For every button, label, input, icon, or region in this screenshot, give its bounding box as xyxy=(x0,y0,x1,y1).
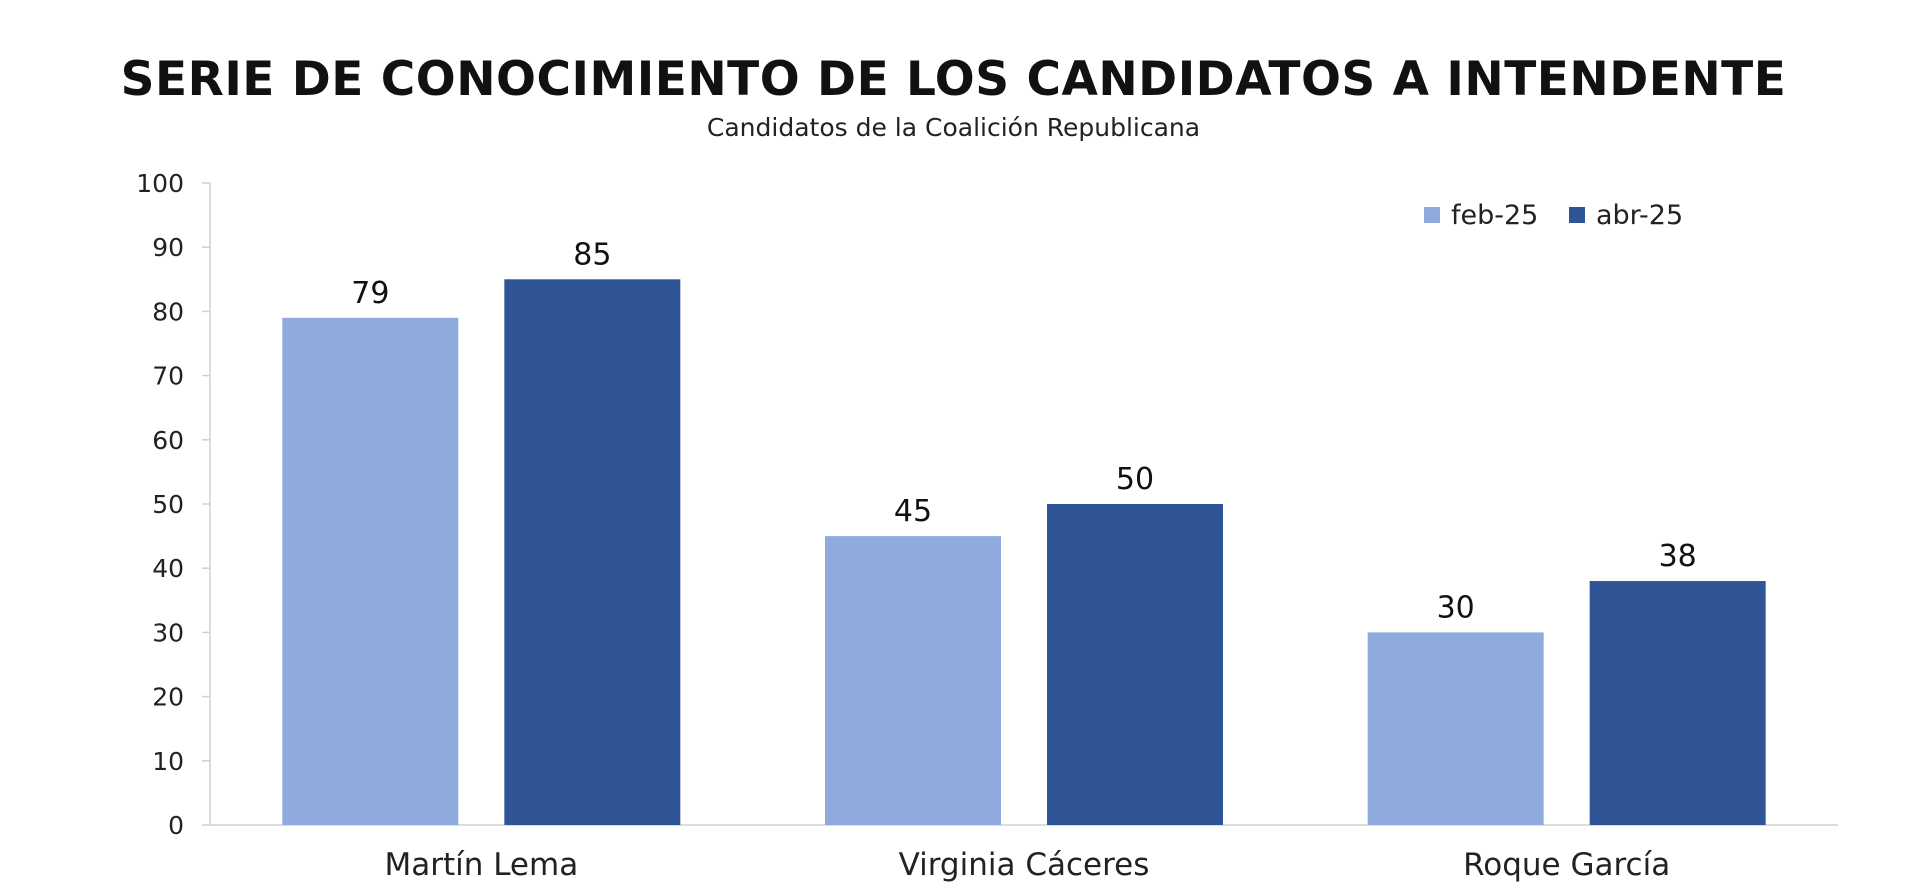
y-tick-label: 90 xyxy=(152,233,184,262)
x-category-label: Martín Lema xyxy=(384,847,578,883)
legend-swatch xyxy=(1569,207,1585,223)
y-tick-label: 50 xyxy=(152,490,184,519)
y-tick-label: 20 xyxy=(152,683,184,712)
bar xyxy=(282,317,459,825)
legend: feb-25 abr-25 xyxy=(1424,200,1683,231)
chart-title: SERIE DE CONOCIMIENTO DE LOS CANDIDATOS … xyxy=(120,52,1787,107)
y-tick-label: 30 xyxy=(152,618,184,647)
y-tick-label: 40 xyxy=(152,554,184,583)
bars: 79 85 45 50 30 38 xyxy=(282,237,1766,825)
bar xyxy=(504,279,681,825)
bar xyxy=(1367,632,1544,825)
legend-label: abr-25 xyxy=(1596,200,1683,231)
data-label: 79 xyxy=(351,276,389,311)
bar xyxy=(1589,581,1766,825)
y-tick-label: 70 xyxy=(152,362,184,391)
data-label: 50 xyxy=(1116,462,1154,497)
data-label: 30 xyxy=(1437,590,1475,625)
bar xyxy=(1047,504,1223,825)
y-tick-label: 0 xyxy=(168,811,184,840)
bar xyxy=(825,536,1001,825)
axes: 0 10 20 30 40 50 60 70 80 90 100 Martín Lema Virgini… xyxy=(136,169,1838,883)
x-category-label: Roque García xyxy=(1463,847,1670,883)
data-label: 45 xyxy=(894,494,932,529)
legend-label: feb-25 xyxy=(1451,200,1538,231)
chart-subtitle: Candidatos de la Coalición Republicana xyxy=(706,113,1201,142)
y-tick-label: 100 xyxy=(136,169,184,198)
legend-swatch xyxy=(1424,207,1440,223)
y-tick-label: 80 xyxy=(152,297,184,326)
data-label: 85 xyxy=(573,237,611,272)
data-label: 38 xyxy=(1659,539,1697,574)
y-tick-label: 60 xyxy=(152,426,184,455)
y-tick-label: 10 xyxy=(152,747,184,776)
x-category-label: Virginia Cáceres xyxy=(899,847,1150,883)
